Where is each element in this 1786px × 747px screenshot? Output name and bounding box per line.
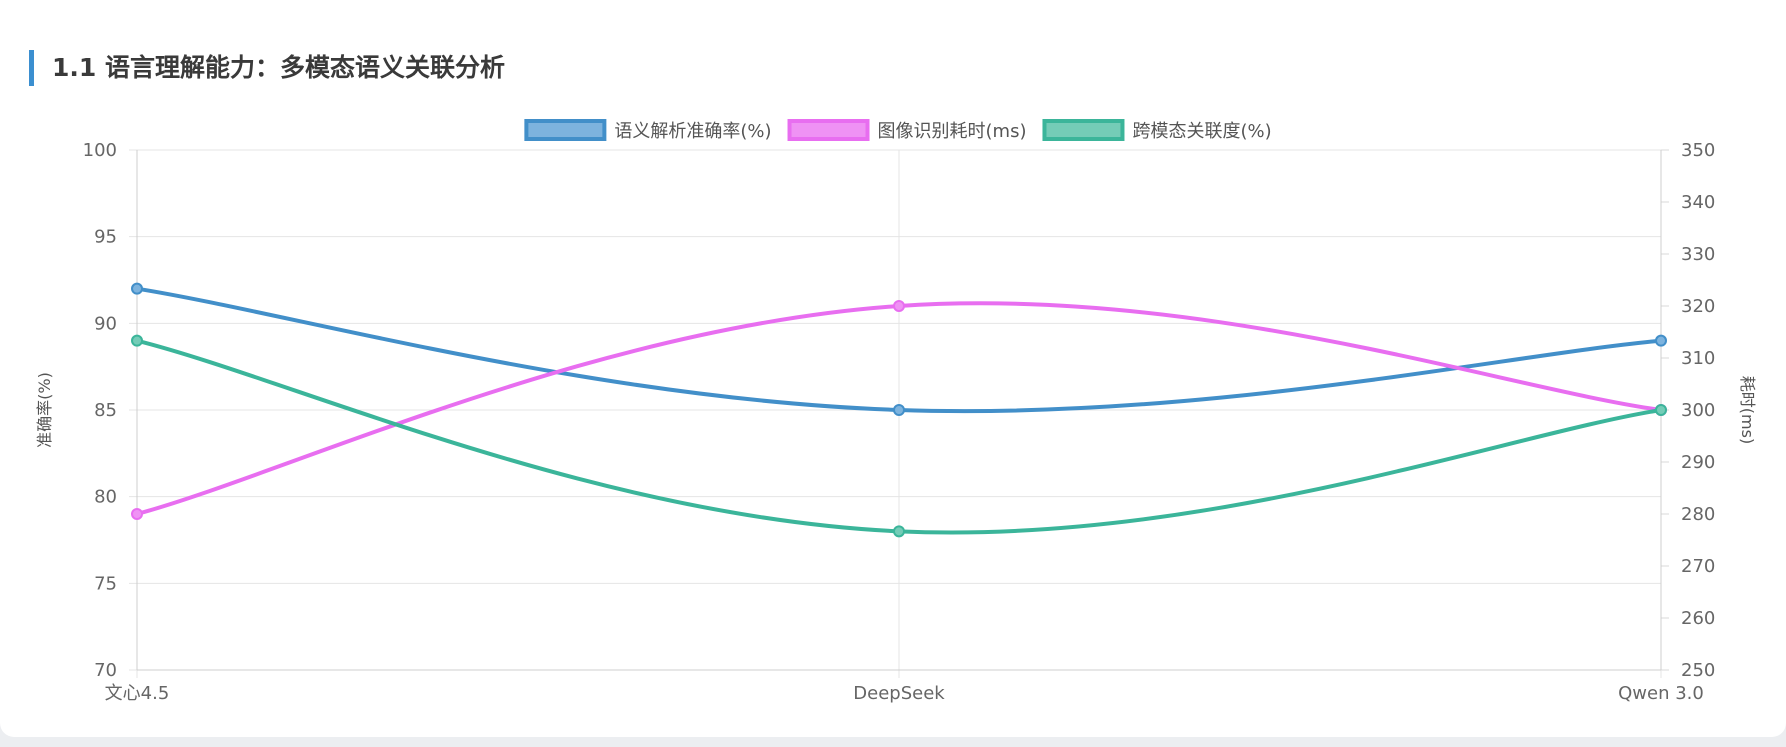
y-right-tick-label: 260 <box>1681 608 1715 629</box>
data-point <box>894 301 904 311</box>
data-point <box>132 284 142 294</box>
legend-label: 跨模态关联度(%) <box>1132 121 1271 142</box>
x-tick-label: Qwen 3.0 <box>1618 683 1704 704</box>
legend-swatch <box>1044 121 1122 139</box>
data-point <box>132 336 142 346</box>
y-right-tick-label: 300 <box>1681 400 1715 421</box>
y-right-tick-label: 310 <box>1681 348 1715 369</box>
y-right-tick-label: 350 <box>1681 140 1715 161</box>
y-left-tick-label: 90 <box>94 313 117 334</box>
y-left-tick-label: 85 <box>94 400 117 421</box>
data-point <box>894 405 904 415</box>
y-left-axis-title: 准确率(%) <box>35 372 54 448</box>
y-right-tick-label: 280 <box>1681 504 1715 525</box>
y-left-tick-label: 95 <box>94 227 117 248</box>
y-left-tick-label: 100 <box>83 140 117 161</box>
data-point <box>1656 336 1666 346</box>
y-right-tick-label: 290 <box>1681 452 1715 473</box>
y-right-tick-label: 250 <box>1681 660 1715 681</box>
y-left-tick-label: 80 <box>94 487 117 508</box>
data-point <box>1656 405 1666 415</box>
data-point <box>894 526 904 536</box>
y-right-tick-label: 270 <box>1681 556 1715 577</box>
legend-label: 图像识别耗时(ms) <box>878 121 1027 142</box>
legend-swatch <box>526 121 604 139</box>
y-left-tick-label: 70 <box>94 660 117 681</box>
x-tick-label: DeepSeek <box>853 683 945 704</box>
y-left-tick-label: 75 <box>94 573 117 594</box>
legend-swatch <box>790 121 868 139</box>
y-right-axis-title: 耗时(ms) <box>1738 376 1757 444</box>
y-right-tick-label: 330 <box>1681 244 1715 265</box>
x-tick-label: 文心4.5 <box>105 683 170 704</box>
y-right-tick-label: 340 <box>1681 192 1715 213</box>
data-point <box>132 509 142 519</box>
y-right-tick-label: 320 <box>1681 296 1715 317</box>
legend-label: 语义解析准确率(%) <box>614 121 771 142</box>
